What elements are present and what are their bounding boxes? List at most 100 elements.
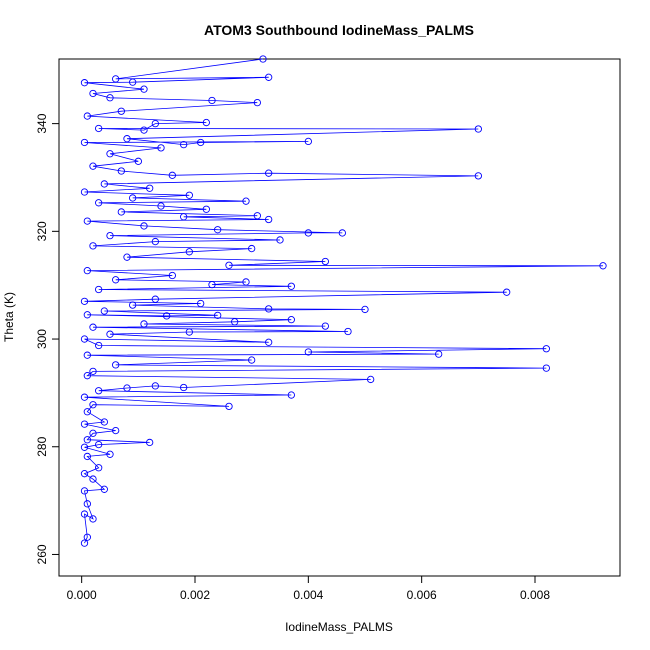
data-point	[214, 311, 222, 319]
data-point	[265, 73, 273, 81]
data-point	[80, 138, 89, 147]
data-point	[259, 55, 267, 63]
data-point	[95, 285, 103, 294]
y-tick-label: 340	[35, 113, 49, 133]
data-point	[89, 429, 97, 437]
x-axis: 0.000 0.002 0.004 0.006 0.008	[67, 575, 550, 602]
data-point	[80, 470, 89, 478]
data-point	[129, 78, 137, 86]
data-point	[146, 438, 154, 447]
data-point	[80, 487, 89, 495]
data-point	[599, 262, 607, 270]
series-layer	[80, 55, 607, 547]
data-point	[202, 205, 210, 213]
data-point	[157, 202, 165, 210]
data-point	[248, 356, 256, 364]
data-point	[95, 124, 103, 133]
data-point	[338, 229, 346, 237]
data-point	[168, 271, 176, 280]
data-point	[134, 157, 142, 165]
data-point	[80, 510, 89, 518]
data-point	[253, 98, 261, 107]
x-axis-label: IodineMass_PALMS	[285, 620, 393, 634]
data-point	[83, 311, 91, 319]
data-point	[180, 140, 188, 149]
y-axis: 260 280 300 320 340	[35, 113, 60, 564]
data-point	[89, 367, 97, 376]
data-point	[80, 420, 89, 428]
data-point	[89, 515, 97, 523]
data-point	[89, 162, 97, 170]
data-point	[151, 382, 159, 390]
data-point	[95, 464, 103, 472]
data-point	[321, 257, 329, 266]
x-tick-label: 0.000	[67, 588, 97, 602]
data-point	[106, 150, 114, 158]
y-tick-label: 320	[35, 221, 49, 241]
data-point	[140, 85, 148, 93]
data-point	[83, 112, 91, 120]
data-point	[89, 89, 97, 98]
data-point	[435, 350, 443, 358]
data-point	[80, 443, 89, 451]
x-tick-label: 0.006	[407, 588, 437, 602]
data-point	[197, 299, 205, 308]
data-point	[151, 295, 159, 303]
data-point	[225, 261, 233, 269]
x-tick-label: 0.004	[293, 588, 323, 602]
data-point	[248, 244, 256, 253]
data-point	[321, 322, 329, 330]
data-point	[80, 393, 89, 401]
data-point	[151, 237, 159, 246]
data-point	[80, 335, 89, 343]
data-point	[83, 533, 91, 541]
data-point	[242, 197, 250, 205]
data-point	[474, 172, 482, 180]
y-axis-label: Theta (K)	[2, 292, 16, 342]
data-point	[112, 361, 120, 369]
data-point	[287, 316, 295, 324]
data-point	[253, 212, 261, 220]
data-point	[95, 199, 103, 207]
data-point	[304, 229, 312, 237]
data-point	[163, 312, 171, 320]
data-point	[106, 231, 114, 240]
data-point	[83, 266, 91, 275]
data-point	[83, 372, 91, 380]
data-point	[474, 125, 482, 133]
data-point	[242, 278, 250, 286]
data-point	[140, 320, 148, 328]
data-point	[117, 208, 125, 216]
data-point	[140, 222, 148, 230]
data-point	[180, 213, 188, 221]
data-point	[265, 338, 273, 346]
plot-box	[58, 58, 621, 577]
data-point	[83, 351, 91, 359]
data-point	[185, 328, 193, 336]
y-tick-label: 280	[35, 436, 49, 456]
x-tick-label: 0.008	[520, 588, 550, 602]
data-point	[503, 288, 511, 296]
data-point	[140, 126, 148, 134]
data-point	[89, 401, 97, 409]
data-point	[95, 341, 103, 350]
data-point	[112, 276, 120, 284]
data-point	[83, 408, 91, 416]
data-point	[208, 96, 216, 105]
data-point	[542, 364, 550, 372]
data-point	[185, 191, 193, 199]
data-point	[95, 440, 103, 449]
chart-title: ATOM3 Southbound IodineMass_PALMS	[204, 22, 474, 38]
data-point	[83, 217, 91, 225]
data-point	[344, 327, 352, 336]
data-point	[129, 194, 137, 202]
data-point	[231, 318, 239, 326]
data-point	[287, 391, 295, 399]
data-point	[146, 184, 154, 192]
data-point	[100, 485, 108, 493]
series-line	[83, 58, 604, 544]
data-point	[208, 280, 216, 289]
data-point	[361, 305, 369, 314]
data-point	[367, 375, 375, 384]
